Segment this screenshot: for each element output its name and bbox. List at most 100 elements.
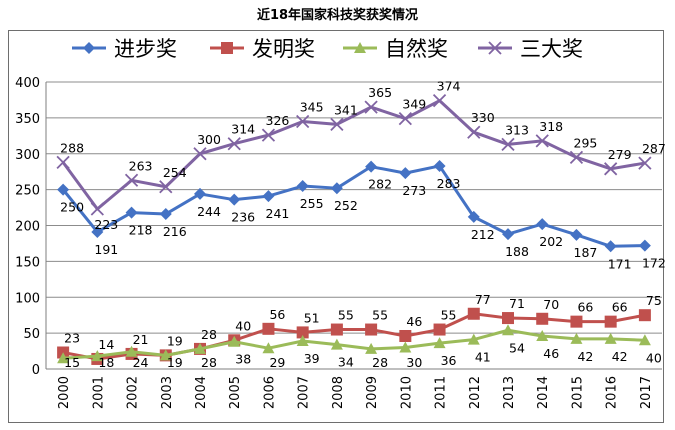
data-label: 42 [577, 349, 593, 364]
data-label: 55 [372, 308, 388, 323]
data-point [83, 42, 95, 54]
data-point [501, 137, 515, 152]
data-label: 345 [300, 99, 324, 114]
data-label: 202 [539, 234, 563, 249]
data-label: 28 [372, 355, 388, 370]
data-point [535, 134, 549, 148]
y-tick-label: 400 [15, 76, 40, 91]
data-label: 15 [64, 355, 80, 370]
data-point [536, 329, 549, 341]
data-point [570, 315, 583, 328]
data-label: 218 [129, 223, 153, 238]
data-point [433, 159, 446, 172]
x-tick-label: 2009 [365, 376, 380, 409]
data-point [193, 147, 207, 161]
series-line [63, 328, 645, 360]
data-label: 244 [197, 204, 221, 219]
data-label: 46 [406, 314, 422, 329]
data-label: 287 [642, 141, 666, 156]
data-point [604, 162, 618, 176]
y-tick-label: 350 [15, 112, 40, 127]
data-label: 66 [577, 300, 593, 315]
data-label: 330 [471, 110, 495, 125]
data-label: 374 [437, 79, 461, 94]
data-point [354, 42, 366, 53]
data-point [262, 322, 275, 335]
data-label: 46 [543, 346, 559, 361]
data-point [124, 173, 139, 187]
data-point [638, 239, 651, 252]
data-point [467, 307, 480, 320]
data-label: 326 [266, 113, 290, 128]
data-label: 66 [612, 300, 628, 315]
data-label: 39 [304, 351, 320, 366]
chart-title: 近18年国家科技奖获奖情况 [256, 8, 419, 23]
data-point [330, 338, 343, 350]
y-tick-label: 300 [15, 148, 40, 163]
data-point [296, 180, 309, 193]
data-label: 212 [471, 227, 495, 242]
data-label: 28 [201, 327, 217, 342]
data-point [261, 128, 276, 142]
data-point [90, 202, 104, 216]
data-point [638, 334, 651, 346]
data-point [604, 332, 617, 344]
data-label: 54 [509, 340, 525, 355]
data-label: 34 [338, 355, 354, 370]
legend-label: 自然奖 [385, 37, 448, 61]
data-label: 216 [163, 224, 187, 239]
data-point [398, 111, 412, 126]
data-point [227, 137, 241, 151]
data-point [467, 333, 480, 345]
data-point [194, 342, 206, 354]
data-point [296, 326, 309, 339]
data-point [56, 155, 70, 169]
data-label: 51 [304, 310, 320, 325]
data-point [502, 324, 514, 336]
data-point [159, 180, 173, 194]
data-label: 18 [98, 355, 114, 370]
data-point [262, 342, 275, 354]
x-tick-label: 2013 [502, 376, 517, 409]
x-tick-label: 2005 [228, 376, 243, 409]
data-label: 14 [98, 337, 114, 352]
data-point [569, 150, 584, 164]
data-label: 71 [509, 296, 525, 311]
data-point [330, 182, 343, 195]
data-label: 55 [338, 308, 354, 323]
data-label: 77 [475, 292, 491, 307]
y-tick-label: 250 [15, 184, 40, 199]
data-label: 313 [505, 122, 529, 137]
data-label: 19 [167, 333, 183, 348]
data-label: 188 [505, 244, 529, 259]
data-label: 314 [231, 122, 255, 137]
data-point [364, 100, 378, 114]
data-label: 29 [269, 355, 285, 370]
x-tick-label: 2012 [468, 376, 483, 409]
data-label: 295 [574, 135, 598, 150]
data-label: 21 [133, 332, 149, 347]
data-label: 318 [539, 119, 563, 134]
data-point [159, 349, 172, 361]
data-point [296, 114, 310, 129]
data-label: 40 [235, 318, 251, 333]
legend-label: 发明奖 [252, 37, 315, 61]
data-label: 223 [94, 217, 118, 232]
data-point [536, 218, 549, 231]
data-point [221, 42, 233, 54]
x-tick-label: 2017 [639, 376, 654, 409]
y-tick-label: 0 [32, 363, 40, 378]
data-point [228, 193, 241, 206]
x-tick-label: 2016 [605, 376, 620, 409]
x-tick-label: 2015 [570, 376, 585, 409]
x-tick-label: 2011 [434, 376, 449, 409]
data-point [638, 309, 651, 322]
data-point [604, 240, 617, 253]
data-label: 172 [642, 256, 666, 271]
data-label: 273 [402, 183, 426, 198]
data-label: 55 [441, 308, 457, 323]
data-label: 191 [94, 242, 118, 257]
data-point [125, 206, 138, 219]
data-point [502, 312, 514, 325]
